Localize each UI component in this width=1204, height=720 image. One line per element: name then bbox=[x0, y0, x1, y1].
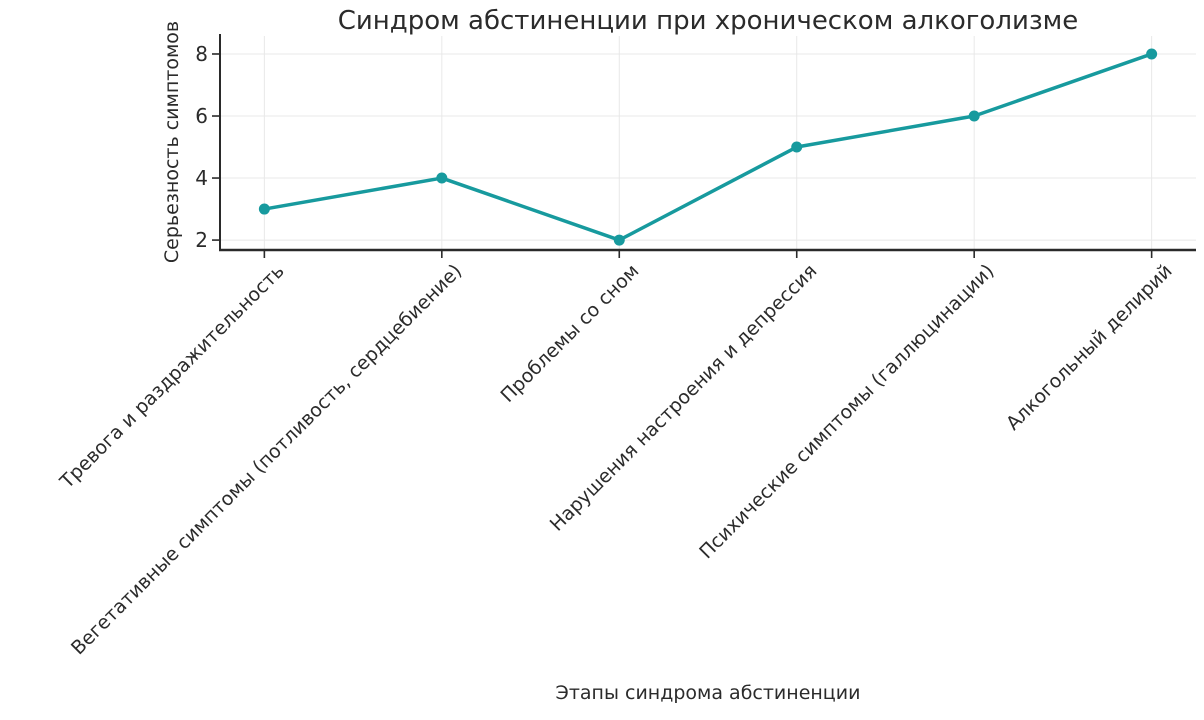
data-point bbox=[791, 141, 803, 153]
data-point bbox=[1146, 48, 1158, 60]
data-point bbox=[436, 172, 448, 184]
data-line bbox=[262, 52, 1154, 242]
y-tick-label: 8 bbox=[195, 41, 208, 66]
y-tick-label: 4 bbox=[195, 166, 208, 191]
chart-title: Синдром абстиненции при хроническом алко… bbox=[337, 6, 1079, 36]
x-axis-label: Этапы синдрома абстиненции bbox=[555, 682, 861, 704]
data-point bbox=[258, 203, 270, 215]
y-tick-label: 6 bbox=[195, 104, 208, 129]
data-point bbox=[968, 110, 980, 122]
y-tick-label: 2 bbox=[195, 228, 208, 253]
data-point bbox=[613, 234, 625, 246]
